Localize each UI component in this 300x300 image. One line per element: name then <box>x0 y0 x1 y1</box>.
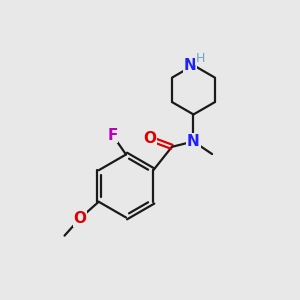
Text: O: O <box>74 211 87 226</box>
Text: N: N <box>187 134 200 149</box>
Text: H: H <box>195 52 205 65</box>
Text: N: N <box>184 58 196 73</box>
Text: O: O <box>143 131 156 146</box>
Text: F: F <box>107 128 118 142</box>
